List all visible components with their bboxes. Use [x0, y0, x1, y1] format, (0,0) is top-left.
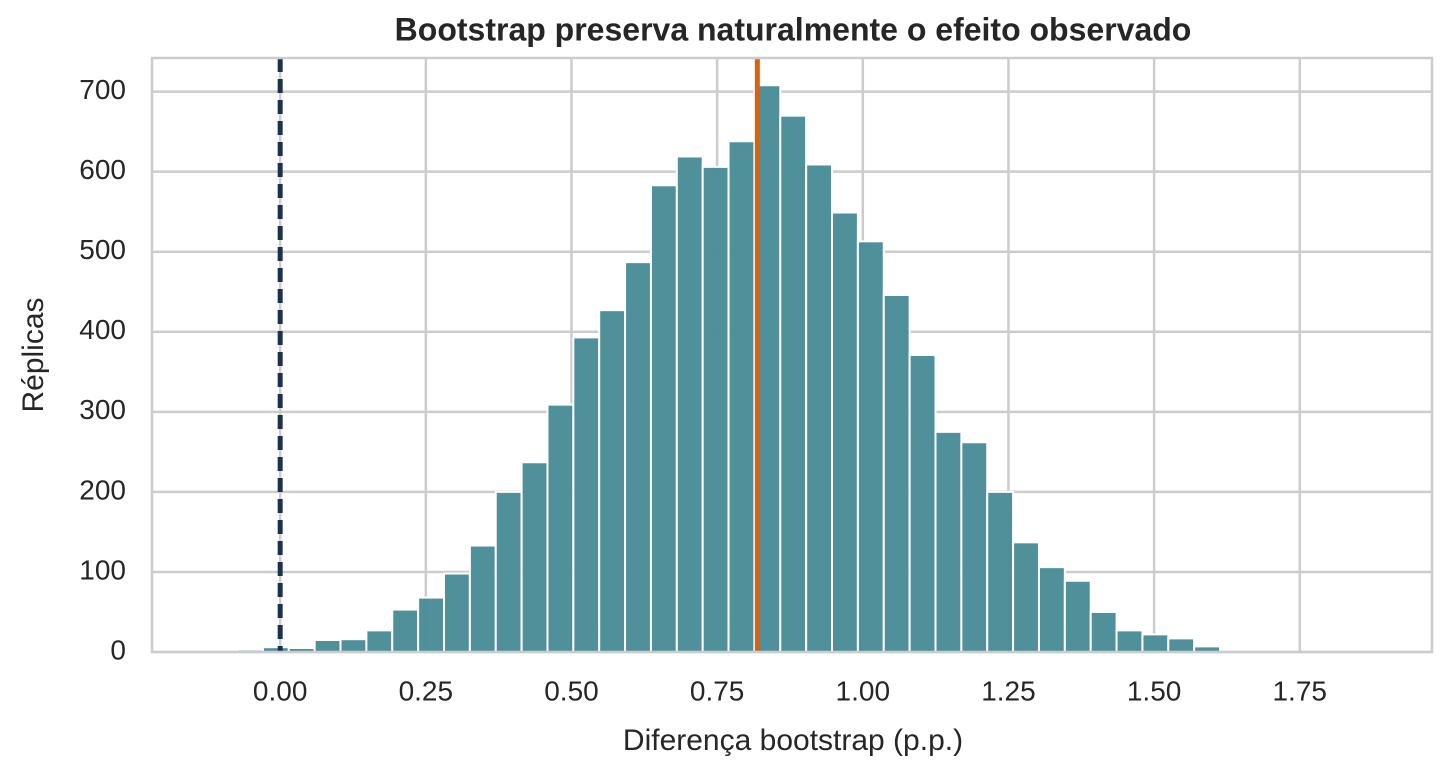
bar: [520, 461, 549, 654]
bar: [701, 165, 730, 653]
y-tick-label: 600: [79, 154, 126, 185]
bar: [1115, 629, 1144, 653]
bar: [1167, 637, 1196, 653]
bar: [1012, 541, 1040, 654]
plot-frame: [150, 56, 1434, 654]
x-tick-label: 1.50: [1127, 675, 1182, 706]
x-tick-label: 0.50: [544, 675, 599, 706]
y-tick-label: 200: [79, 474, 126, 505]
bar: [546, 403, 575, 653]
bar: [986, 490, 1015, 653]
y-tick-label: 300: [79, 394, 126, 425]
bar: [494, 490, 523, 653]
bar: [934, 430, 963, 653]
x-axis-label: Diferença bootstrap (p.p.): [623, 724, 963, 757]
bar: [960, 441, 989, 653]
bar: [339, 638, 368, 653]
bar: [598, 309, 627, 653]
bar: [831, 211, 859, 654]
bar: [624, 261, 652, 653]
bar: [805, 163, 834, 653]
bar: [1089, 610, 1118, 653]
bar: [572, 336, 601, 653]
y-tick-label: 700: [79, 74, 126, 105]
bar: [856, 240, 885, 653]
bar: [1037, 566, 1066, 654]
bar: [1141, 633, 1170, 653]
bar: [443, 572, 471, 654]
y-tick-label: 100: [79, 554, 126, 585]
x-tick-label: 0.75: [690, 675, 745, 706]
bar: [882, 293, 911, 653]
x-tick-label: 0.25: [399, 675, 454, 706]
y-axis-label: Réplicas: [17, 297, 50, 412]
x-tick-label: 0.00: [253, 675, 308, 706]
bar: [649, 184, 678, 654]
x-tick-label: 1.00: [836, 675, 891, 706]
bar: [391, 608, 420, 653]
bar: [313, 638, 342, 654]
y-tick-label: 0: [110, 634, 126, 665]
y-tick-label: 400: [79, 314, 126, 345]
bar: [727, 140, 756, 653]
bar: [675, 155, 704, 653]
x-tick-label: 1.75: [1272, 675, 1327, 706]
bar: [468, 544, 497, 654]
bar: [779, 114, 808, 654]
bar: [365, 629, 394, 653]
y-tick-label: 500: [79, 234, 126, 265]
bar: [1063, 579, 1092, 653]
x-tick-label: 1.25: [981, 675, 1036, 706]
bar: [417, 596, 446, 654]
bar: [908, 354, 937, 653]
chart-title: Bootstrap preserva naturalmente o efeito…: [395, 11, 1192, 47]
